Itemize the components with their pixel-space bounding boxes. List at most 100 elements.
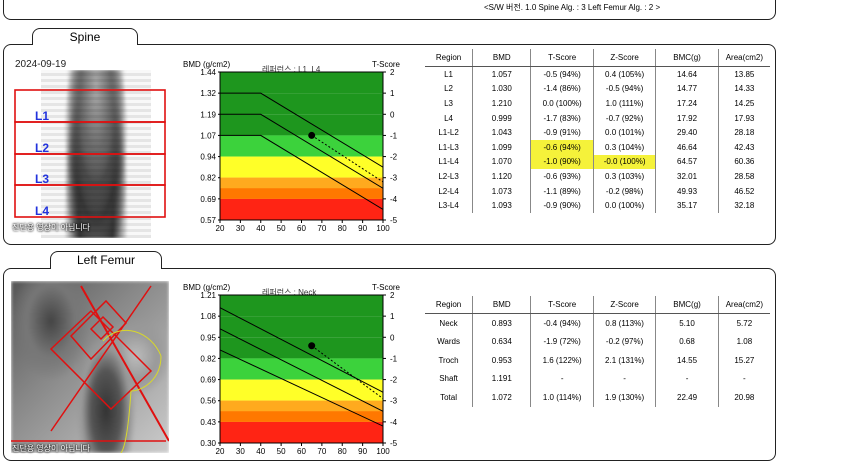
cell-region: L1 xyxy=(444,69,453,79)
cell-bmc: 0.68 xyxy=(655,332,719,351)
zone-band xyxy=(220,295,383,317)
cell-zscore: 0.8 (113%) xyxy=(592,313,656,333)
cell-area: 5.72 xyxy=(717,313,770,333)
zone-band xyxy=(220,198,383,220)
spine-chart-reference: 레퍼런스 : L1_L4 xyxy=(262,65,321,74)
age-tick-label: 80 xyxy=(338,447,347,456)
cell-zscore: -0.2 (98%) xyxy=(592,183,656,199)
table-header-row: Region BMD T-Score Z-Score BMC(g) Area(c… xyxy=(425,49,770,67)
table-row: L3-L4 1.093 -0.9 (90%) 0.0 (100%) 35.17 32.18 xyxy=(425,198,770,213)
col-region: Region xyxy=(425,49,473,67)
cell-zscore: 0.4 (105%) xyxy=(592,66,656,82)
t-score-tick-label: -3 xyxy=(390,397,398,406)
spine-roi-overlay: L1 L2 L3 L4 xyxy=(14,89,166,218)
t-score-tick-label: 1 xyxy=(390,89,395,98)
reference-line-1 xyxy=(220,92,384,168)
cell-bmd: 0.893 xyxy=(472,313,531,333)
femur-wards-box xyxy=(89,315,115,341)
cell-bmd: 1.191 xyxy=(472,369,531,388)
cell-region: L1-L4 xyxy=(438,157,459,167)
cell-region: Neck xyxy=(439,318,458,328)
bmd-tick-label: 0.69 xyxy=(200,195,216,204)
cell-bmc: 14.77 xyxy=(655,81,719,97)
cell-bmd: 1.043 xyxy=(472,125,531,140)
cell-region: Troch xyxy=(438,355,459,365)
cell-tscore: -0.9 (91%) xyxy=(530,125,594,140)
label-l3: L3 xyxy=(35,172,49,186)
table-row: L2-L3 1.120 -0.6 (93%) 0.3 (103%) 32.01 28.58 xyxy=(425,169,770,184)
femur-roi-left-line xyxy=(50,285,152,432)
cell-area: - xyxy=(717,369,770,388)
reference-line-2 xyxy=(219,328,384,412)
cell-bmc: 17.92 xyxy=(655,110,719,126)
cell-bmc: 49.93 xyxy=(655,183,719,199)
cell-area: 14.25 xyxy=(717,96,770,111)
femur-caption: 진단용 영상이 아닙니다 xyxy=(12,444,91,453)
tab-left-femur[interactable]: Left Femur xyxy=(50,251,162,269)
cell-area: 14.33 xyxy=(717,81,770,97)
cell-bmc: 29.40 xyxy=(655,125,719,140)
reference-line-3 xyxy=(219,349,384,427)
table-row: L2 1.030 -1.4 (86%) -0.5 (94%) 14.77 14.33 xyxy=(425,81,770,97)
cell-tscore: -0.9 (90%) xyxy=(530,198,594,213)
cell-bmd: 1.073 xyxy=(472,183,531,199)
zone-band xyxy=(220,358,383,380)
spine-caption: 진단용 영상이 아닙니다 xyxy=(12,223,91,232)
cell-tscore: -1.1 (89%) xyxy=(530,183,594,199)
femur-chart-reference: 레퍼런스 : Neck xyxy=(262,288,317,297)
age-tick-label: 20 xyxy=(216,224,225,233)
t-score-tick-label: -4 xyxy=(390,195,398,204)
cell-bmc: 22.49 xyxy=(655,388,719,407)
zone-band xyxy=(220,421,383,443)
age-tick-label: 90 xyxy=(358,224,367,233)
age-tick-label: 40 xyxy=(256,447,265,456)
cell-tscore: - xyxy=(530,369,594,388)
col-bmc: BMC(g) xyxy=(655,49,719,67)
femur-chart-tlabel: T-Score xyxy=(372,283,401,292)
cell-area: 17.93 xyxy=(717,110,770,126)
spine-results-table: Region BMD T-Score Z-Score BMC(g) Area(c… xyxy=(425,49,770,213)
cell-area: 13.85 xyxy=(717,66,770,82)
t-score-tick-label: 2 xyxy=(390,291,395,300)
cell-bmc: - xyxy=(655,369,719,388)
table-row: Neck 0.893 -0.4 (94%) 0.8 (113%) 5.10 5.72 xyxy=(425,313,770,333)
cell-zscore: -0.0 (100%) xyxy=(592,154,656,170)
version-info: <S/W 버전. 1.0 Spine Alg. : 3 Left Femur A… xyxy=(484,3,661,12)
t-score-tick-label: -1 xyxy=(390,354,398,363)
bmd-tick-label: 1.44 xyxy=(200,68,216,77)
tab-spine[interactable]: Spine xyxy=(32,28,138,45)
cell-bmc: 17.24 xyxy=(655,96,719,111)
bmd-tick-label: 0.30 xyxy=(200,439,216,448)
age-tick-label: 60 xyxy=(297,447,306,456)
col-zscore: Z-Score xyxy=(592,49,656,67)
cell-bmc: 14.64 xyxy=(655,66,719,82)
table-header-row: Region BMD T-Score Z-Score BMC(g) Area(c… xyxy=(425,296,770,314)
label-l4: L4 xyxy=(35,204,49,218)
bmd-tick-label: 1.19 xyxy=(200,110,216,119)
femur-axis-line xyxy=(80,285,169,442)
t-score-tick-label: -4 xyxy=(390,418,398,427)
bmd-tick-label: 0.56 xyxy=(200,397,216,406)
bmd-tick-label: 0.43 xyxy=(200,418,216,427)
cell-region: Wards xyxy=(437,337,460,347)
cell-tscore: -1.9 (72%) xyxy=(530,332,594,351)
femur-outline xyxy=(102,329,162,453)
zone-band xyxy=(220,379,383,401)
cell-bmd: 0.953 xyxy=(472,351,531,370)
spine-chart-tlabel: T-Score xyxy=(372,60,401,69)
t-score-tick-label: -2 xyxy=(390,376,398,385)
reference-line-2 xyxy=(220,113,384,189)
femur-chart-ylabel: BMD (g/cm2) xyxy=(183,283,231,292)
bmd-tick-label: 0.94 xyxy=(200,153,216,162)
cell-zscore: 1.9 (130%) xyxy=(592,388,656,407)
cell-region: L4 xyxy=(444,113,453,123)
patient-point xyxy=(308,131,316,139)
bmd-tick-label: 0.69 xyxy=(200,376,216,385)
cell-area: 20.98 xyxy=(717,388,770,407)
table-row: L3 1.210 0.0 (100%) 1.0 (111%) 17.24 14.25 xyxy=(425,96,770,111)
cell-zscore: -0.5 (94%) xyxy=(592,81,656,97)
cell-tscore: 1.6 (122%) xyxy=(530,351,594,370)
cell-area: 1.08 xyxy=(717,332,770,351)
zone-band xyxy=(220,156,383,178)
cell-area: 28.18 xyxy=(717,125,770,140)
